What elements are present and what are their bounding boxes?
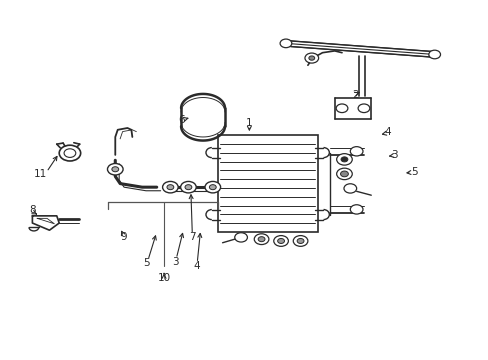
Circle shape: [64, 149, 76, 157]
Circle shape: [308, 56, 314, 60]
Text: 5: 5: [142, 258, 149, 268]
Circle shape: [340, 171, 347, 177]
Circle shape: [428, 50, 440, 59]
Circle shape: [209, 185, 216, 190]
Text: 9: 9: [120, 232, 126, 242]
Circle shape: [204, 181, 220, 193]
Bar: [217, 135, 317, 232]
Circle shape: [162, 181, 178, 193]
Text: 4: 4: [193, 261, 200, 271]
Circle shape: [180, 181, 196, 193]
Circle shape: [107, 163, 123, 175]
Circle shape: [293, 235, 307, 246]
Circle shape: [277, 238, 284, 243]
Text: 6: 6: [178, 115, 184, 125]
Circle shape: [184, 185, 191, 190]
Circle shape: [349, 205, 362, 214]
Circle shape: [336, 154, 351, 165]
Text: 3: 3: [172, 257, 178, 267]
Text: 3: 3: [390, 150, 397, 160]
Text: 2: 2: [352, 90, 358, 100]
Circle shape: [112, 167, 119, 172]
Circle shape: [258, 237, 264, 242]
Text: 1: 1: [245, 118, 252, 128]
Circle shape: [273, 235, 288, 246]
Text: 4: 4: [383, 127, 390, 136]
Circle shape: [336, 168, 351, 180]
Circle shape: [234, 233, 247, 242]
Circle shape: [166, 185, 173, 190]
Text: 10: 10: [157, 273, 170, 283]
Circle shape: [305, 53, 318, 63]
Circle shape: [343, 184, 356, 193]
Text: 5: 5: [410, 167, 417, 177]
Circle shape: [280, 39, 291, 48]
Circle shape: [335, 104, 347, 113]
Circle shape: [254, 234, 268, 244]
Circle shape: [59, 145, 81, 161]
Text: 11: 11: [34, 169, 47, 179]
Text: 7: 7: [189, 232, 195, 242]
Circle shape: [349, 147, 362, 156]
Circle shape: [357, 104, 369, 113]
Circle shape: [340, 157, 347, 162]
Circle shape: [297, 238, 304, 243]
Text: 8: 8: [29, 206, 36, 216]
